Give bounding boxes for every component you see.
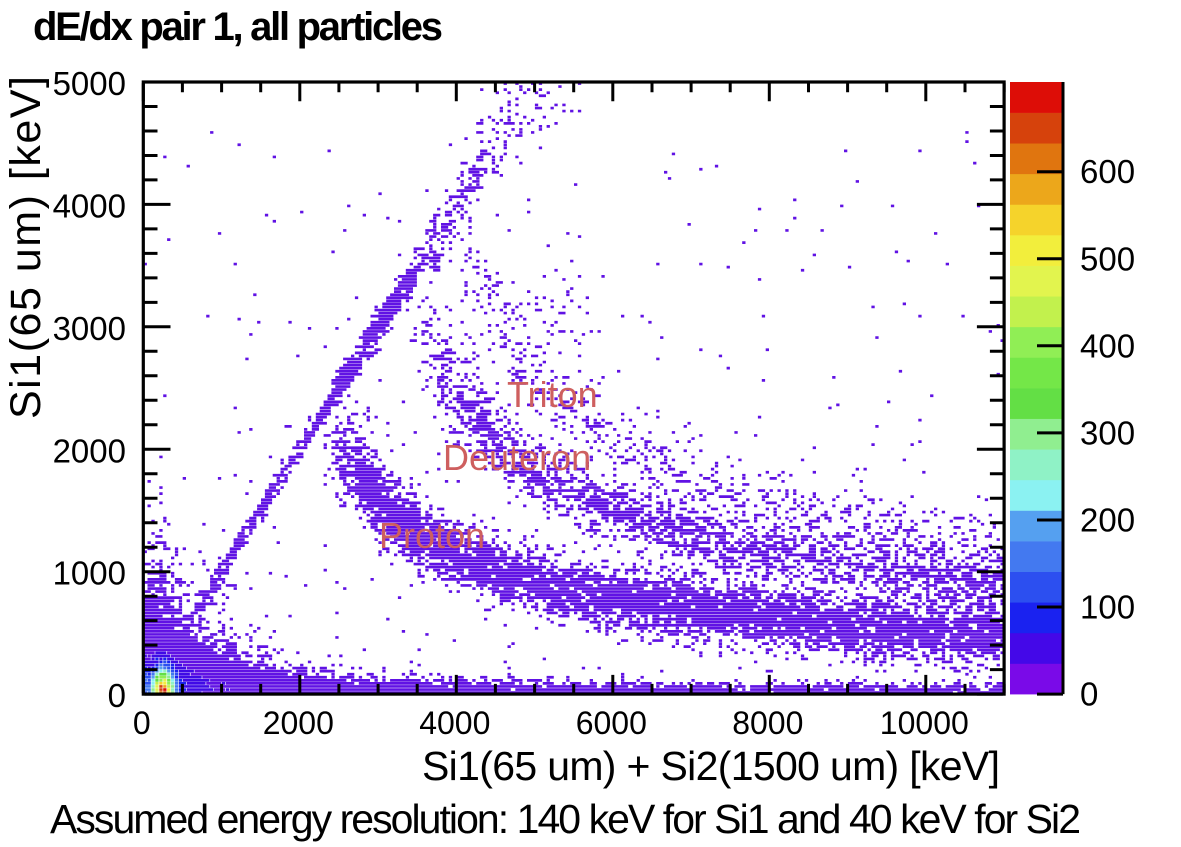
svg-text:2000: 2000: [53, 432, 126, 469]
svg-text:5000: 5000: [53, 65, 126, 102]
svg-text:dE/dx pair 1, all particles: dE/dx pair 1, all particles: [33, 5, 443, 49]
svg-text:300: 300: [1080, 414, 1135, 451]
svg-text:200: 200: [1080, 502, 1135, 539]
svg-text:400: 400: [1080, 327, 1135, 364]
svg-text:1000: 1000: [53, 555, 126, 592]
svg-text:4000: 4000: [53, 187, 126, 224]
svg-text:Deuteron: Deuteron: [443, 437, 591, 478]
svg-text:100: 100: [1080, 589, 1135, 626]
svg-text:3000: 3000: [53, 310, 126, 347]
svg-text:Assumed energy resolution: 140: Assumed energy resolution: 140 keV for S…: [50, 796, 1081, 842]
svg-text:4000: 4000: [419, 705, 490, 741]
svg-text:10000: 10000: [880, 705, 969, 741]
svg-text:600: 600: [1080, 153, 1135, 190]
svg-text:0: 0: [108, 677, 126, 714]
svg-text:0: 0: [133, 705, 151, 741]
svg-text:Si1(65 um) [keV]: Si1(65 um) [keV]: [2, 76, 50, 419]
svg-text:2000: 2000: [263, 705, 334, 741]
svg-text:Triton: Triton: [507, 374, 598, 415]
svg-text:6000: 6000: [576, 705, 647, 741]
svg-text:500: 500: [1080, 240, 1135, 277]
svg-text:0: 0: [1080, 676, 1098, 713]
svg-text:Si1(65 um) + Si2(1500 um) [keV: Si1(65 um) + Si2(1500 um) [keV]: [422, 743, 1000, 789]
svg-text:8000: 8000: [732, 705, 803, 741]
svg-text:Proton: Proton: [379, 515, 485, 556]
